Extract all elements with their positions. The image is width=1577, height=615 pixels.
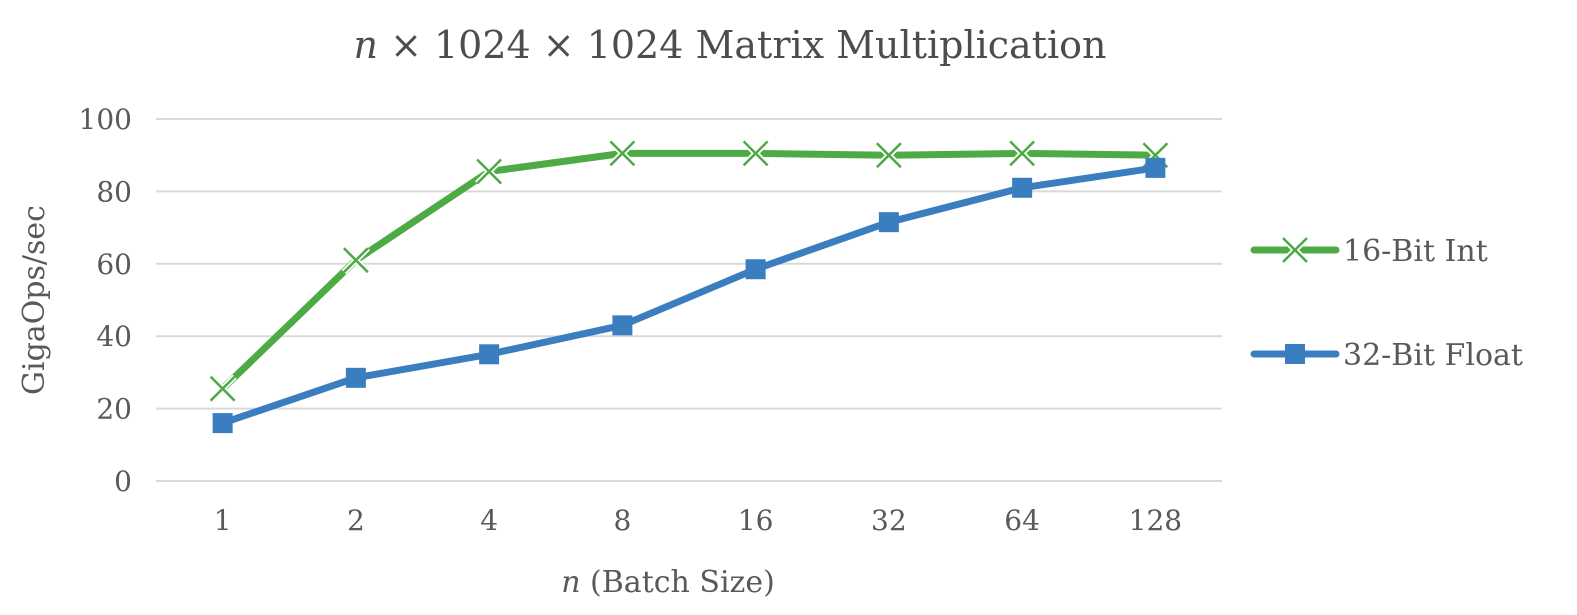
y-tick-label: 100 [79, 103, 132, 136]
data-point [212, 413, 233, 434]
data-point [874, 141, 903, 170]
square-icon [745, 259, 766, 280]
x-tick-label: 128 [1129, 504, 1182, 537]
grid-lines [156, 118, 1222, 482]
x-tick-label: 16 [738, 504, 774, 537]
x-icon-stroke [342, 247, 369, 274]
x-tick-label: 8 [613, 504, 631, 537]
chart-title: n × 1024 × 1024 Matrix Multiplication [354, 23, 1107, 67]
data-point [208, 374, 237, 403]
legend-label: 32-Bit Float [1343, 338, 1523, 373]
x-tick-label: 4 [480, 504, 498, 537]
x-icon [341, 246, 370, 275]
x-axis-label-italic: n [561, 565, 580, 600]
chart-title-italic: n [354, 23, 378, 67]
y-axis-label: GigaOps/sec [17, 205, 52, 395]
x-axis-label: n (Batch Size) [561, 565, 775, 600]
square-icon [1012, 177, 1033, 198]
series-line [219, 149, 1159, 393]
x-axis-label-rest: (Batch Size) [581, 565, 775, 600]
x-icon-stroke [476, 158, 503, 185]
square-icon [878, 212, 899, 233]
series-32-bit-float [212, 157, 1166, 434]
square-icon [1285, 344, 1305, 364]
data-point [341, 246, 370, 275]
legend-item: 16-Bit Int [1250, 234, 1488, 269]
square-icon [212, 413, 233, 434]
y-tick-label: 60 [96, 248, 132, 281]
x-icon-stroke [742, 140, 769, 167]
x-icon-stroke [875, 142, 902, 169]
data-point [745, 259, 766, 280]
x-icon [741, 139, 770, 168]
series-group [208, 139, 1170, 434]
x-tick-label: 32 [871, 504, 907, 537]
data-point [1012, 177, 1033, 198]
x-tick-label: 64 [1004, 504, 1040, 537]
data-point [1008, 139, 1037, 168]
square-icon [612, 315, 633, 336]
legend: 16-Bit Int 32-Bit Float [1250, 234, 1523, 373]
x-icon [475, 157, 504, 186]
x-tick-labels: 1 2 4 8 16 32 64 128 [214, 504, 1182, 537]
x-icon-stroke [1009, 140, 1036, 167]
y-tick-label: 20 [96, 393, 132, 426]
x-tick-label: 2 [347, 504, 365, 537]
x-icon [208, 374, 237, 403]
x-icon-stroke [1282, 237, 1308, 263]
data-point [1145, 157, 1166, 178]
legend-label: 16-Bit Int [1343, 234, 1488, 269]
x-icon [1008, 139, 1037, 168]
data-point [479, 344, 500, 365]
legend-item: 32-Bit Float [1250, 338, 1523, 373]
y-tick-label: 80 [96, 175, 132, 208]
y-tick-labels: 0 20 40 60 80 100 [79, 103, 132, 498]
data-point [345, 367, 366, 388]
square-icon [1145, 157, 1166, 178]
x-icon [1280, 235, 1310, 265]
square-icon [479, 344, 500, 365]
x-icon [874, 141, 903, 170]
data-point [475, 157, 504, 186]
chart-title-rest: × 1024 × 1024 Matrix Multiplication [378, 23, 1106, 67]
x-tick-label: 1 [214, 504, 232, 537]
data-point [612, 315, 633, 336]
data-point [741, 139, 770, 168]
series-line [219, 164, 1159, 427]
data-point [878, 212, 899, 233]
y-tick-label: 40 [96, 320, 132, 353]
y-tick-label: 0 [114, 465, 132, 498]
x-icon-stroke [209, 375, 236, 402]
square-icon [345, 367, 366, 388]
x-icon [608, 139, 637, 168]
x-icon-stroke [609, 140, 636, 167]
data-point [608, 139, 637, 168]
